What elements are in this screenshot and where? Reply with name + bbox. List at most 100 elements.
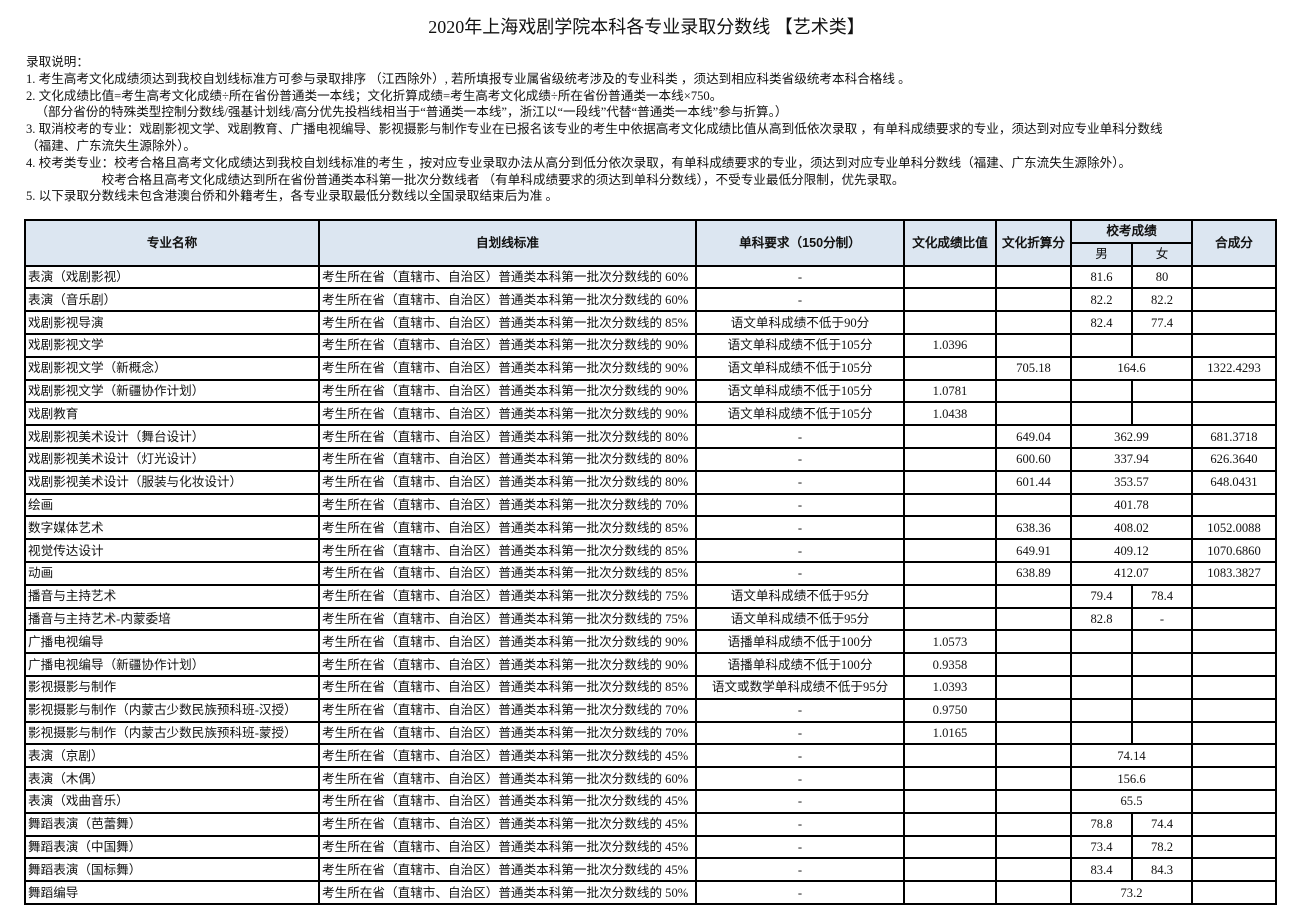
cutoff-standard: 考生所在省（直辖市、自治区）普通类本科第一批次分数线的 45% bbox=[318, 743, 697, 769]
culture-converted-score bbox=[995, 287, 1072, 313]
single-subject-requirement: - bbox=[695, 515, 905, 541]
note-line: （福建、广东流失生源除外）。 bbox=[26, 138, 197, 153]
culture-converted-score bbox=[995, 583, 1072, 609]
culture-score-ratio: 1.0573 bbox=[903, 629, 997, 655]
composite-score bbox=[1191, 880, 1277, 905]
single-subject-requirement: - bbox=[695, 264, 905, 290]
culture-score-ratio: 0.9750 bbox=[903, 697, 997, 723]
header-ratio: 文化成绩比值 bbox=[903, 219, 997, 267]
cutoff-standard: 考生所在省（直辖市、自治区）普通类本科第一批次分数线的 45% bbox=[318, 857, 697, 883]
culture-score-ratio bbox=[903, 264, 997, 290]
major-name: 表演（木偶） bbox=[24, 766, 320, 791]
composite-score bbox=[1191, 583, 1277, 609]
culture-score-ratio: 1.0396 bbox=[903, 332, 997, 358]
major-name: 播音与主持艺术 bbox=[24, 583, 320, 609]
major-name: 表演（戏曲音乐） bbox=[24, 788, 320, 814]
cutoff-standard: 考生所在省（直辖市、自治区）普通类本科第一批次分数线的 90% bbox=[318, 332, 697, 358]
school-exam-score: 65.5 bbox=[1070, 788, 1193, 814]
school-exam-score: 74.14 bbox=[1070, 743, 1193, 769]
culture-score-ratio bbox=[903, 446, 997, 472]
major-name: 影视摄影与制作 bbox=[24, 674, 320, 700]
table-row: 戏剧教育 考生所在省（直辖市、自治区）普通类本科第一批次分数线的 90% 语文单科成… bbox=[24, 401, 1277, 427]
school-exam-score: 409.12 bbox=[1070, 538, 1193, 563]
composite-score bbox=[1191, 287, 1277, 313]
school-exam-score-female: 84.3 bbox=[1131, 857, 1193, 883]
culture-score-ratio bbox=[903, 743, 997, 769]
culture-score-ratio bbox=[903, 515, 997, 541]
school-exam-score-female bbox=[1131, 332, 1193, 358]
school-exam-score-male: 78.8 bbox=[1070, 811, 1133, 837]
composite-score: 1322.4293 bbox=[1191, 355, 1277, 381]
culture-converted-score: 600.60 bbox=[995, 446, 1072, 472]
cutoff-standard: 考生所在省（直辖市、自治区）普通类本科第一批次分数线的 90% bbox=[318, 401, 697, 427]
note-line: 1. 考生高考文化成绩须达到我校自划线标准方可参与录取排序 （江西除外）, 若所… bbox=[26, 71, 911, 86]
culture-converted-score: 649.91 bbox=[995, 538, 1072, 563]
table-row: 戏剧影视文学 考生所在省（直辖市、自治区）普通类本科第一批次分数线的 90% 语文单… bbox=[24, 332, 1277, 358]
major-name: 广播电视编导 bbox=[24, 629, 320, 655]
table-row: 表演（音乐剧） 考生所在省（直辖市、自治区）普通类本科第一批次分数线的 60% - 8… bbox=[24, 287, 1277, 313]
composite-score bbox=[1191, 332, 1277, 358]
composite-score: 626.3640 bbox=[1191, 446, 1277, 472]
cutoff-standard: 考生所在省（直辖市、自治区）普通类本科第一批次分数线的 45% bbox=[318, 834, 697, 860]
school-exam-score-male bbox=[1070, 401, 1133, 427]
cutoff-standard: 考生所在省（直辖市、自治区）普通类本科第一批次分数线的 80% bbox=[318, 469, 697, 495]
cutoff-standard: 考生所在省（直辖市、自治区）普通类本科第一批次分数线的 75% bbox=[318, 583, 697, 609]
culture-score-ratio bbox=[903, 310, 997, 335]
school-exam-score-male bbox=[1070, 332, 1133, 358]
major-name: 戏剧影视文学（新概念） bbox=[24, 355, 320, 381]
culture-converted-score bbox=[995, 743, 1072, 769]
composite-score bbox=[1191, 743, 1277, 769]
school-exam-score: 401.78 bbox=[1070, 492, 1193, 518]
single-subject-requirement: - bbox=[695, 697, 905, 723]
culture-converted-score bbox=[995, 720, 1072, 746]
table-row: 舞蹈编导 考生所在省（直辖市、自治区）普通类本科第一批次分数线的 50% - 73.2 bbox=[24, 880, 1277, 905]
table-row: 戏剧影视文学（新概念） 考生所在省（直辖市、自治区）普通类本科第一批次分数线的 9… bbox=[24, 355, 1277, 381]
single-subject-requirement: 语文单科成绩不低于105分 bbox=[695, 332, 905, 358]
culture-score-ratio: 1.0393 bbox=[903, 674, 997, 700]
table-row: 戏剧影视导演 考生所在省（直辖市、自治区）普通类本科第一批次分数线的 85% 语文单… bbox=[24, 310, 1277, 335]
major-name: 表演（音乐剧） bbox=[24, 287, 320, 313]
composite-score bbox=[1191, 629, 1277, 655]
culture-converted-score bbox=[995, 788, 1072, 814]
school-exam-score-female bbox=[1131, 401, 1193, 427]
culture-converted-score bbox=[995, 766, 1072, 791]
cutoff-standard: 考生所在省（直辖市、自治区）普通类本科第一批次分数线的 85% bbox=[318, 538, 697, 563]
single-subject-requirement: - bbox=[695, 857, 905, 883]
major-name: 表演（京剧） bbox=[24, 743, 320, 769]
admission-score-table: 专业名称 自划线标准 单科要求（150分制） 文化成绩比值 文化折算分 校考成绩… bbox=[24, 219, 1277, 905]
cutoff-standard: 考生所在省（直辖市、自治区）普通类本科第一批次分数线的 60% bbox=[318, 264, 697, 290]
single-subject-requirement: 语播单科成绩不低于100分 bbox=[695, 629, 905, 655]
single-subject-requirement: 语文单科成绩不低于95分 bbox=[695, 606, 905, 632]
cutoff-standard: 考生所在省（直辖市、自治区）普通类本科第一批次分数线的 85% bbox=[318, 560, 697, 586]
table-row: 广播电视编导（新疆协作计划） 考生所在省（直辖市、自治区）普通类本科第一批次分数线… bbox=[24, 652, 1277, 677]
major-name: 戏剧影视文学（新疆协作计划） bbox=[24, 378, 320, 404]
single-subject-requirement: - bbox=[695, 788, 905, 814]
cutoff-standard: 考生所在省（直辖市、自治区）普通类本科第一批次分数线的 90% bbox=[318, 355, 697, 381]
major-name: 戏剧影视美术设计（服装与化妆设计） bbox=[24, 469, 320, 495]
culture-converted-score: 649.04 bbox=[995, 424, 1072, 449]
cutoff-standard: 考生所在省（直辖市、自治区）普通类本科第一批次分数线的 80% bbox=[318, 446, 697, 472]
table-row: 表演（木偶） 考生所在省（直辖市、自治区）普通类本科第一批次分数线的 60% - 15… bbox=[24, 766, 1277, 791]
composite-score bbox=[1191, 652, 1277, 677]
cutoff-standard: 考生所在省（直辖市、自治区）普通类本科第一批次分数线的 50% bbox=[318, 880, 697, 905]
header-male: 男 bbox=[1070, 241, 1133, 267]
single-subject-requirement: 语文单科成绩不低于105分 bbox=[695, 378, 905, 404]
school-exam-score-female bbox=[1131, 720, 1193, 746]
school-exam-score-female bbox=[1131, 697, 1193, 723]
single-subject-requirement: - bbox=[695, 880, 905, 905]
table-row: 表演（戏曲音乐） 考生所在省（直辖市、自治区）普通类本科第一批次分数线的 45% -… bbox=[24, 788, 1277, 814]
school-exam-score: 362.99 bbox=[1070, 424, 1193, 449]
school-exam-score-female: 82.2 bbox=[1131, 287, 1193, 313]
cutoff-standard: 考生所在省（直辖市、自治区）普通类本科第一批次分数线的 85% bbox=[318, 310, 697, 335]
culture-score-ratio bbox=[903, 287, 997, 313]
school-exam-score-female bbox=[1131, 652, 1193, 677]
culture-converted-score bbox=[995, 332, 1072, 358]
culture-score-ratio bbox=[903, 424, 997, 449]
major-name: 广播电视编导（新疆协作计划） bbox=[24, 652, 320, 677]
note-line: 3. 取消校考的专业：戏剧影视文学、戏剧教育、广播电视编导、影视摄影与制作专业在… bbox=[26, 122, 1163, 137]
culture-score-ratio bbox=[903, 492, 997, 518]
composite-score bbox=[1191, 697, 1277, 723]
single-subject-requirement: - bbox=[695, 446, 905, 472]
culture-score-ratio bbox=[903, 766, 997, 791]
major-name: 戏剧影视导演 bbox=[24, 310, 320, 335]
